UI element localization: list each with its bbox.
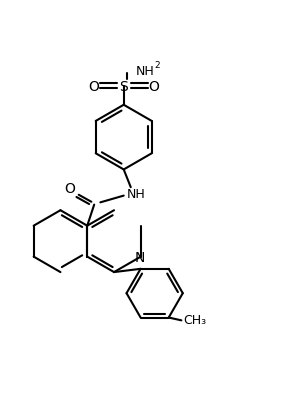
Text: S: S (119, 79, 128, 93)
Text: O: O (64, 181, 75, 195)
Text: O: O (148, 79, 159, 93)
Text: NH: NH (135, 64, 154, 78)
Text: CH₃: CH₃ (183, 313, 206, 326)
Text: 2: 2 (155, 61, 160, 70)
Text: NH: NH (127, 188, 146, 200)
Text: O: O (88, 79, 99, 93)
Text: N: N (135, 250, 145, 264)
